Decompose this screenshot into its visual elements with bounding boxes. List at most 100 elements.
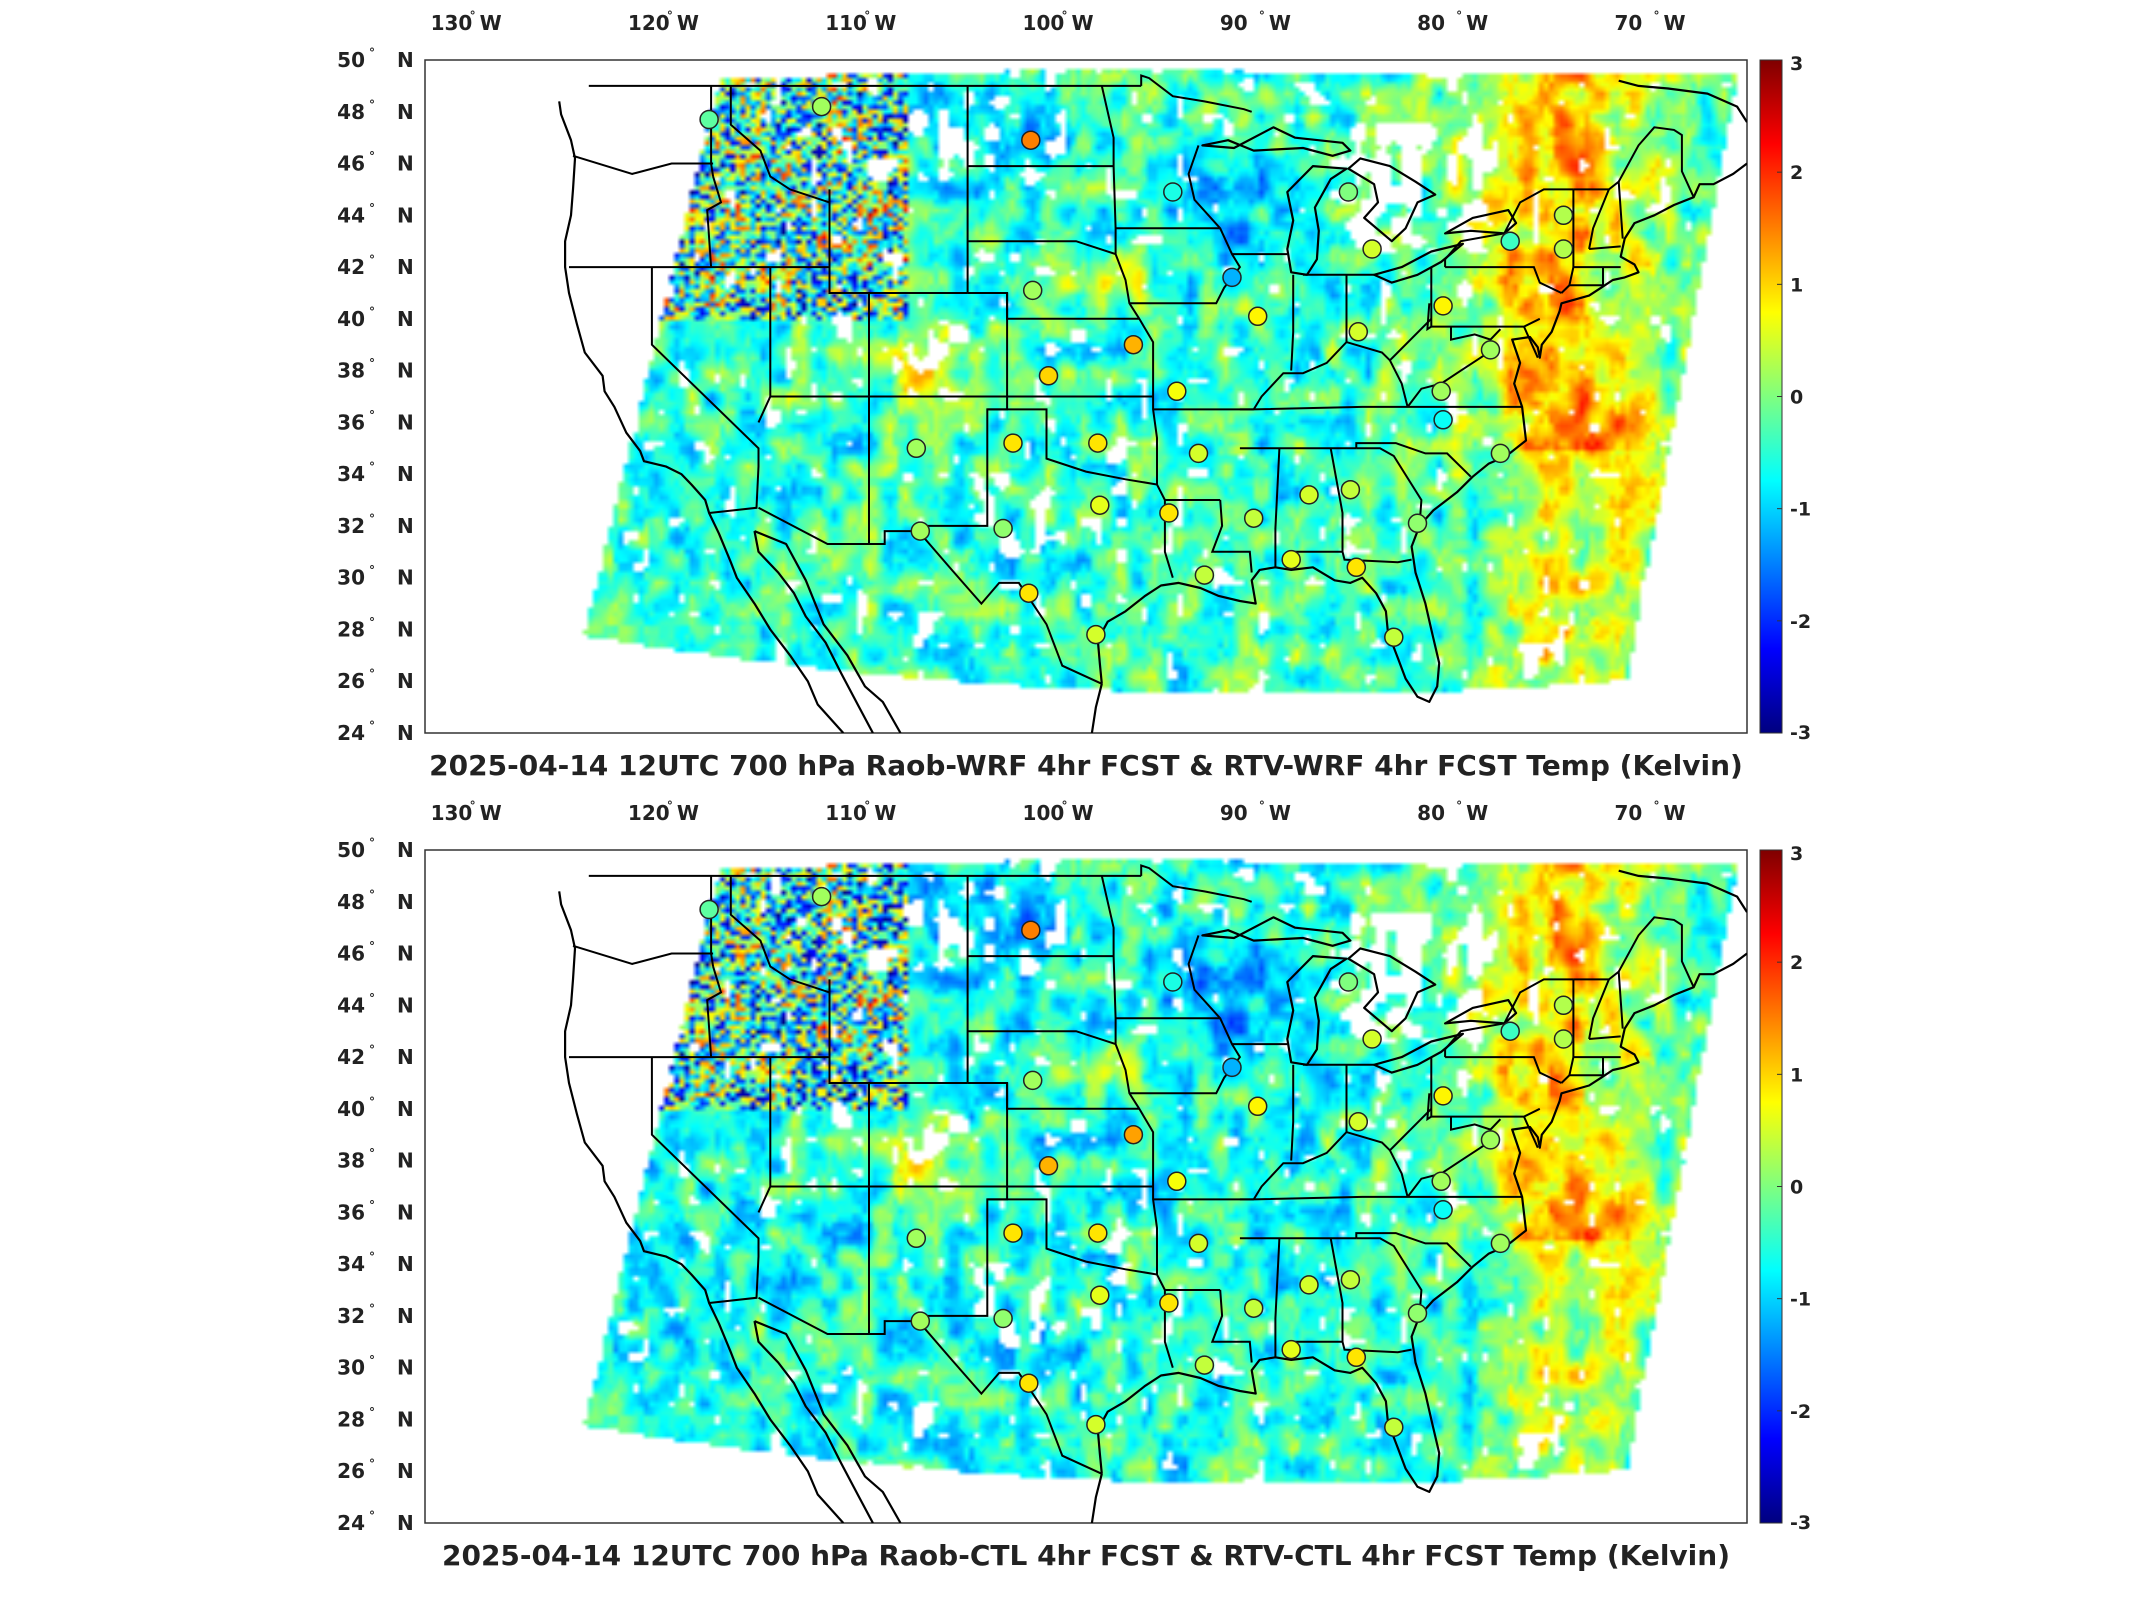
- great-lake-shore: [1373, 1032, 1464, 1074]
- raob-station-marker: [1188, 1233, 1209, 1254]
- raob-station-marker: [1159, 503, 1179, 523]
- state-border-line: [1426, 267, 1433, 332]
- raob-station-marker: [1163, 972, 1183, 992]
- raob-station-marker: [1384, 627, 1404, 647]
- colorbar-tick-label: -2: [1790, 1401, 1811, 1423]
- raob-station-marker: [1348, 322, 1369, 342]
- great-lake-shore: [1347, 157, 1437, 243]
- raob-station-marker: [1490, 1233, 1511, 1254]
- hemisphere-label: W: [480, 11, 502, 35]
- degree-symbol: °: [369, 46, 375, 60]
- raob-station-marker: [1338, 182, 1359, 202]
- great-lake-shore: [1286, 165, 1348, 276]
- latitude-tick-label: 38: [337, 1149, 365, 1173]
- raob-station-marker: [1338, 972, 1359, 992]
- raob-station-marker: [1243, 1298, 1264, 1318]
- latitude-tick-label: 28: [337, 617, 365, 641]
- hemisphere-label: N: [397, 1200, 414, 1224]
- latitude-tick-label: 50: [337, 838, 365, 862]
- degree-symbol: °: [369, 305, 375, 319]
- hemisphere-label: N: [397, 721, 414, 745]
- great-lake-shore: [1201, 916, 1352, 947]
- hemisphere-label: N: [397, 255, 414, 279]
- raob-station-marker: [1346, 557, 1367, 578]
- degree-symbol: °: [369, 1095, 375, 1109]
- hemisphere-label: W: [1072, 11, 1094, 35]
- state-border-line: [1589, 245, 1621, 250]
- raob-station-marker: [1553, 205, 1574, 226]
- state-border-line: [1573, 179, 1624, 239]
- state-border-line: [1356, 1237, 1423, 1316]
- state-border-line: [967, 1030, 1116, 1046]
- latitude-tick-label: 38: [337, 359, 365, 383]
- degree-symbol: °: [369, 1250, 375, 1264]
- latitude-tick-label: 48: [337, 100, 365, 124]
- state-border-line: [1274, 448, 1281, 568]
- state-border-line: [1252, 340, 1409, 410]
- raob-station-marker: [1088, 433, 1108, 453]
- state-border-line: [1239, 1195, 1523, 1201]
- degree-symbol: °: [369, 888, 375, 902]
- state-borders: [569, 864, 1695, 1475]
- state-border-line: [1617, 126, 1695, 198]
- raob-station-marker: [1247, 1096, 1268, 1117]
- colorbar-tick-label: 0: [1790, 387, 1803, 409]
- raob-station-marker: [1194, 565, 1215, 585]
- degree-symbol: °: [369, 357, 375, 371]
- latitude-tick-label: 30: [337, 566, 365, 590]
- latitude-tick-label: 46: [337, 942, 365, 966]
- hemisphere-label: W: [480, 801, 502, 825]
- state-border-line: [1140, 74, 1253, 113]
- degree-symbol: °: [369, 201, 375, 215]
- state-border-line: [1239, 405, 1523, 411]
- state-border-line: [1573, 969, 1624, 1029]
- state-border-line: [1341, 551, 1412, 564]
- state-border-line: [729, 875, 830, 994]
- hemisphere-label: N: [397, 307, 414, 331]
- hemisphere-label: N: [397, 993, 414, 1017]
- raob-station-marker: [1340, 1269, 1361, 1290]
- degree-symbol: °: [369, 1043, 375, 1057]
- raob-station-marker: [1299, 485, 1319, 505]
- hemisphere-label: N: [397, 1356, 414, 1380]
- raob-station-marker: [1003, 433, 1023, 453]
- degree-symbol: °: [1653, 9, 1659, 23]
- degree-symbol: °: [369, 1147, 375, 1161]
- latitude-tick-label: 36: [337, 410, 365, 434]
- degree-symbol: °: [1456, 799, 1462, 813]
- hemisphere-label: N: [397, 1097, 414, 1121]
- degree-symbol: °: [369, 1302, 375, 1316]
- hemisphere-label: N: [397, 617, 414, 641]
- state-border-line: [1450, 326, 1502, 341]
- state-border-line: [1523, 1116, 1539, 1149]
- raob-station-marker: [1362, 239, 1382, 259]
- state-border-line: [650, 267, 760, 514]
- colorbar-tick-label: 2: [1790, 952, 1803, 974]
- state-border-line: [967, 292, 1140, 320]
- state-border-line: [1252, 1130, 1409, 1200]
- state-border-line: [1450, 1116, 1502, 1131]
- raob-station-marker: [1553, 239, 1574, 259]
- hemisphere-label: N: [397, 359, 414, 383]
- raob-station-marker: [1038, 366, 1059, 386]
- state-border-line: [967, 240, 1116, 256]
- raob-station-marker: [1088, 1223, 1108, 1243]
- state-border-line: [1589, 1035, 1621, 1040]
- raob-station-marker: [1123, 334, 1144, 355]
- latitude-tick-label: 36: [337, 1200, 365, 1224]
- state-border-line: [1389, 318, 1433, 362]
- raob-station-marker: [1019, 583, 1039, 603]
- raob-station-marker: [1433, 296, 1453, 316]
- raob-station-marker: [910, 521, 931, 541]
- degree-symbol: °: [667, 799, 673, 813]
- degree-symbol: °: [1259, 799, 1265, 813]
- state-border-line: [829, 292, 870, 544]
- degree-symbol: °: [1456, 9, 1462, 23]
- raob-station-marker: [1433, 1086, 1453, 1106]
- raob-station-marker: [1038, 1156, 1059, 1176]
- latitude-tick-label: 46: [337, 152, 365, 176]
- raob-station-marker: [1431, 1171, 1451, 1192]
- coastline-segment: [1090, 1473, 1103, 1523]
- raob-station-marker: [1022, 280, 1043, 301]
- state-border-line: [1445, 266, 1562, 294]
